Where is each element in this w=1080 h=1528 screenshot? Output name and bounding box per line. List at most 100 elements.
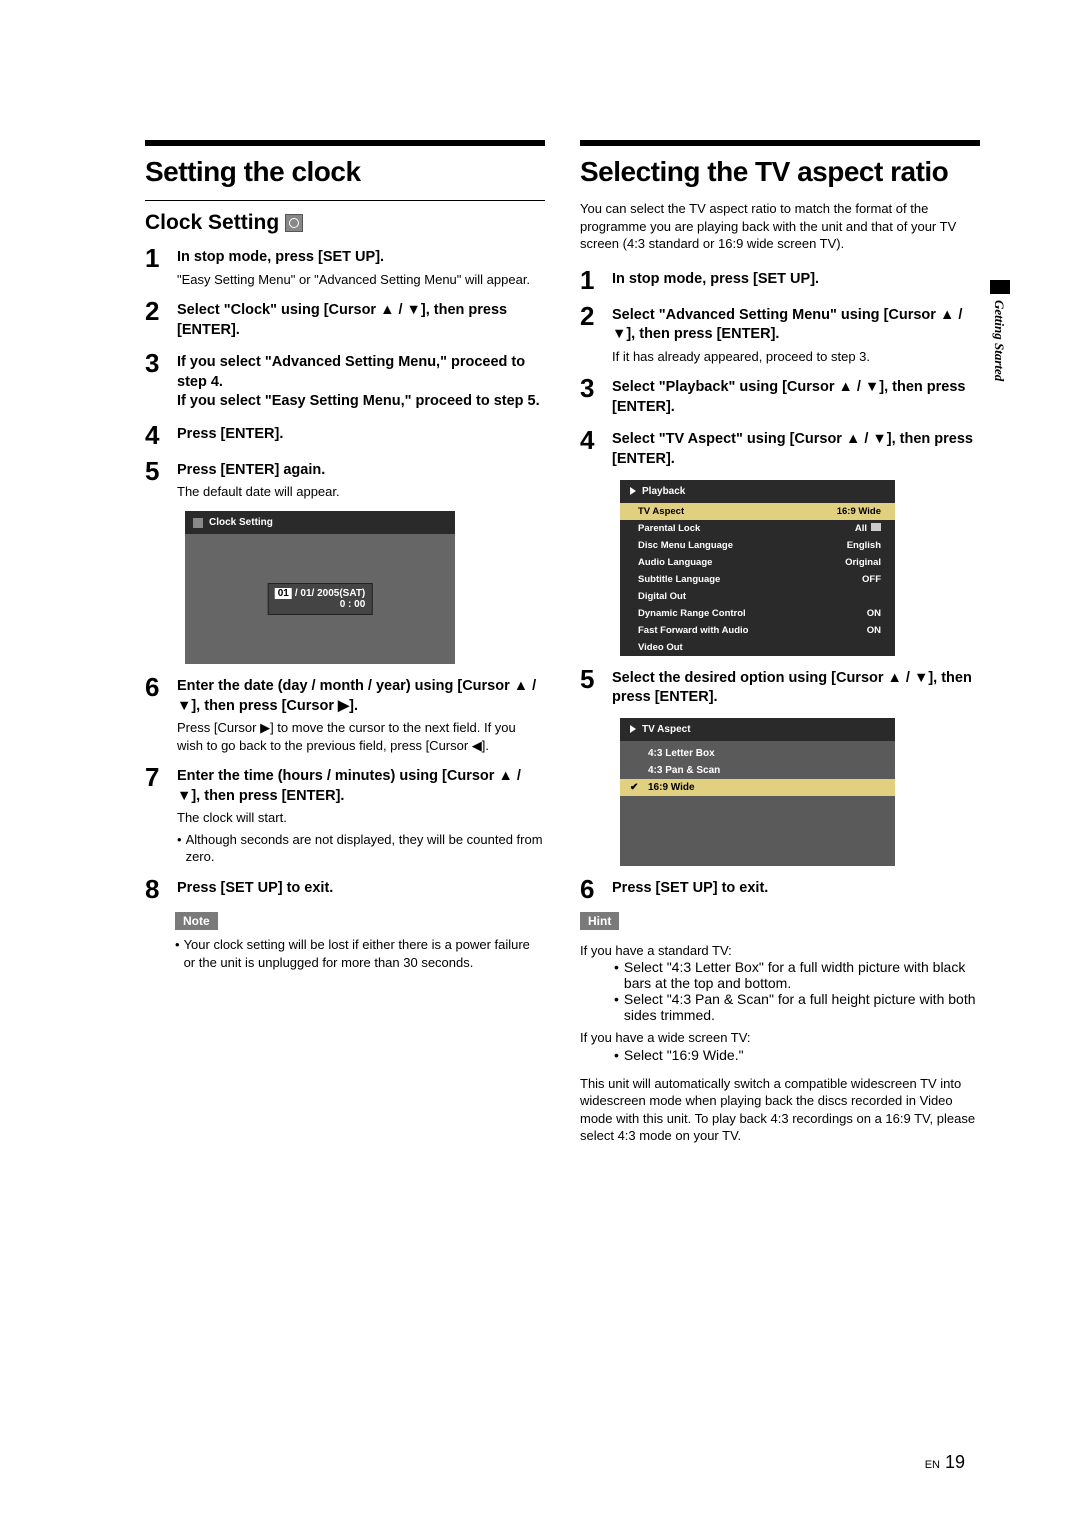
step-2: 2 Select "Clock" using [Cursor ▲ / ▼], t… [145, 298, 545, 340]
step-num: 7 [145, 764, 167, 866]
lock-icon [871, 523, 881, 531]
tv-item-label: 16:9 Wide [648, 782, 695, 793]
rule [145, 140, 545, 146]
clock-icon [285, 214, 303, 232]
row-label: Dynamic Range Control [638, 608, 746, 619]
step-num: 5 [580, 666, 602, 708]
side-tab: Getting Started [991, 300, 1007, 381]
note-block: Note Your clock setting will be lost if … [175, 912, 545, 971]
row-label: Digital Out [638, 591, 686, 602]
row-label: Subtitle Language [638, 574, 720, 585]
right-steps: 1 In stop mode, press [SET UP]. 2 Select… [580, 267, 980, 470]
playback-row: Disc Menu Language English [620, 537, 895, 554]
step-title: Select "TV Aspect" using [Cursor ▲ / ▼],… [612, 430, 980, 469]
playback-menu: Playback TV Aspect 16:9 Wide Parental Lock… [620, 480, 895, 656]
sub-rule [145, 200, 545, 201]
hint-final: This unit will automatically switch a co… [580, 1075, 980, 1145]
playback-row: Video Out [620, 639, 895, 656]
tv-header: TV Aspect [620, 718, 895, 741]
step-title: In stop mode, press [SET UP]. [612, 270, 980, 290]
step-num: 1 [580, 267, 602, 293]
step-text: "Easy Setting Menu" or "Advanced Setting… [177, 271, 545, 289]
playback-row: Fast Forward with AudioON [620, 622, 895, 639]
row-value: English [847, 540, 881, 551]
step-title: If you select "Advanced Setting Menu," p… [177, 353, 545, 412]
columns: Setting the clock Clock Setting 1 In sto… [145, 140, 980, 1145]
row-value: OFF [862, 574, 881, 585]
step-7: 7 Enter the time (hours / minutes) using… [145, 764, 545, 866]
step-text: The clock will start. [177, 809, 545, 827]
intro-text: You can select the TV aspect ratio to ma… [580, 200, 980, 253]
date-day: 01 [275, 588, 292, 599]
step-title: Press [ENTER]. [177, 425, 545, 445]
rstep-3: 3 Select "Playback" using [Cursor ▲ / ▼]… [580, 375, 980, 417]
page-number: EN19 [925, 1452, 965, 1473]
step-title: Press [SET UP] to exit. [177, 879, 545, 899]
right-title: Selecting the TV aspect ratio [580, 156, 980, 188]
step-3: 3 If you select "Advanced Setting Menu,"… [145, 350, 545, 412]
playback-row: Digital Out [620, 588, 895, 605]
playback-row: Dynamic Range ControlON [620, 605, 895, 622]
step-num: 6 [145, 674, 167, 754]
page-num-val: 19 [945, 1452, 965, 1472]
rstep-4: 4 Select "TV Aspect" using [Cursor ▲ / ▼… [580, 427, 980, 469]
step-title: Select "Playback" using [Cursor ▲ / ▼], … [612, 378, 980, 417]
step-num: 5 [145, 458, 167, 501]
rstep-5: 5 Select the desired option using [Curso… [580, 666, 980, 708]
menu-header: Clock Setting [185, 511, 455, 534]
step-num: 3 [580, 375, 602, 417]
step-num: 4 [145, 422, 167, 448]
tv-aspect-menu: TV Aspect 4:3 Letter Box4:3 Pan & Scan✔1… [620, 718, 895, 866]
subtitle-text: Clock Setting [145, 211, 279, 235]
playback-row: Parental LockAll [620, 520, 895, 537]
step-num: 8 [145, 876, 167, 902]
playback-row: Subtitle Language OFF [620, 571, 895, 588]
step-num: 1 [145, 245, 167, 288]
step-8: 8 Press [SET UP] to exit. [145, 876, 545, 902]
tv-aspect-item: ✔16:9 Wide [620, 779, 895, 796]
note-bullet: Your clock setting will be lost if eithe… [175, 936, 545, 971]
date-rest: / 01/ 2005(SAT) [295, 588, 365, 599]
right-column: Selecting the TV aspect ratio You can se… [580, 140, 980, 1145]
step-num: 6 [580, 876, 602, 902]
play-icon [630, 487, 636, 495]
menu-body: 01 / 01/ 2005(SAT) 0 : 00 [185, 534, 455, 664]
tv-title: TV Aspect [642, 724, 691, 735]
tv-item-label: 4:3 Pan & Scan [648, 765, 720, 776]
hint-tag: Hint [580, 912, 619, 930]
hint-b3: Select "16:9 Wide." [614, 1047, 980, 1063]
time: 0 : 00 [275, 599, 366, 610]
rstep-1: 1 In stop mode, press [SET UP]. [580, 267, 980, 293]
clock-menu-icon [193, 518, 203, 528]
step-title: Select "Clock" using [Cursor ▲ / ▼], the… [177, 301, 545, 340]
row-value: Original [845, 557, 881, 568]
playback-row: Audio LanguageOriginal [620, 554, 895, 571]
step-6: 6 Enter the date (day / month / year) us… [145, 674, 545, 754]
tv-aspect-item: 4:3 Pan & Scan [620, 762, 895, 779]
playback-row: TV Aspect 16:9 Wide [620, 503, 895, 520]
playback-title: Playback [642, 486, 685, 497]
row-label: TV Aspect [638, 506, 684, 517]
step-text: The default date will appear. [177, 483, 545, 501]
playback-header: Playback [620, 480, 895, 503]
row-value: ON [867, 625, 881, 636]
row-value: All [855, 523, 881, 534]
menu-title: Clock Setting [209, 517, 273, 528]
row-value: 16:9 Wide [837, 506, 881, 517]
step-title: Press [SET UP] to exit. [612, 879, 980, 899]
step-title: Enter the time (hours / minutes) using [… [177, 767, 545, 806]
hint-block: Hint If you have a standard TV: Select "… [580, 912, 980, 1145]
step-title: Select "Advanced Setting Menu" using [Cu… [612, 306, 980, 345]
left-subtitle: Clock Setting [145, 211, 545, 235]
step-text: If it has already appeared, proceed to s… [612, 348, 980, 366]
step-title: Select the desired option using [Cursor … [612, 669, 980, 708]
clock-setting-menu: Clock Setting 01 / 01/ 2005(SAT) 0 : 00 [185, 511, 455, 664]
note-tag: Note [175, 912, 218, 930]
step-4: 4 Press [ENTER]. [145, 422, 545, 448]
row-label: Disc Menu Language [638, 540, 733, 551]
rule [580, 140, 980, 146]
step-title: In stop mode, press [SET UP]. [177, 248, 545, 268]
hint-b2: Select "4:3 Pan & Scan" for a full heigh… [614, 991, 980, 1023]
step-5: 5 Press [ENTER] again. The default date … [145, 458, 545, 501]
step-title: Press [ENTER] again. [177, 461, 545, 481]
